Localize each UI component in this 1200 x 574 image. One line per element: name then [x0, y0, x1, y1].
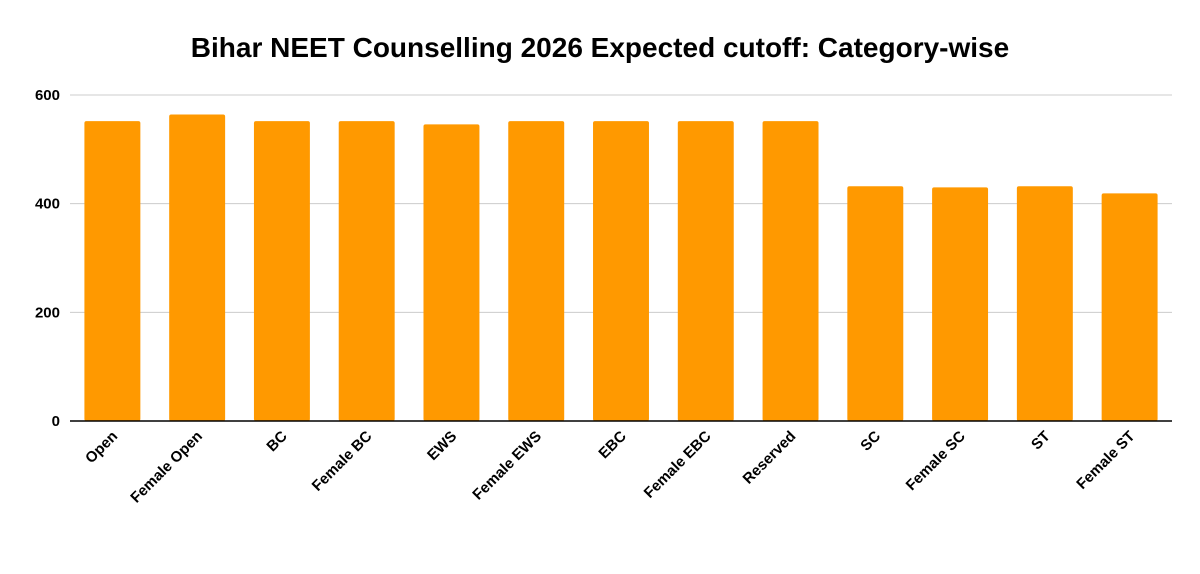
bar-11: [1016, 186, 1073, 421]
x-tick-label-3: Female BC: [309, 428, 376, 495]
y-axis-ticks: 0 200 400 600: [35, 87, 60, 430]
x-tick-label-10: Female SC: [903, 428, 969, 494]
y-tick-label-0: 0: [52, 413, 60, 430]
x-tick-label-11: ST: [1028, 428, 1054, 454]
x-tick-label-1: Female Open: [127, 428, 206, 507]
chart-title: Bihar NEET Counselling 2026 Expected cut…: [191, 32, 1009, 63]
x-tick-label-2: BC: [263, 428, 290, 455]
bars: [84, 114, 1158, 421]
x-tick-label-5: Female EWS: [469, 428, 545, 504]
bar-0: [84, 121, 141, 421]
bar-9: [847, 186, 904, 421]
bar-8: [762, 121, 819, 421]
x-tick-label-12: Female ST: [1073, 428, 1138, 493]
y-tick-label-3: 600: [35, 87, 60, 104]
x-tick-label-4: EWS: [424, 428, 460, 464]
bar-7: [677, 121, 734, 421]
x-tick-label-6: EBC: [595, 428, 630, 463]
bar-1: [169, 114, 226, 421]
bar-2: [253, 121, 310, 421]
x-tick-label-7: Female EBC: [641, 428, 715, 502]
x-tick-label-9: SC: [857, 428, 884, 455]
y-tick-label-2: 400: [35, 196, 60, 213]
bar-6: [593, 121, 649, 421]
bar-3: [338, 121, 395, 421]
bar-12: [1101, 193, 1158, 421]
x-tick-label-0: Open: [82, 428, 121, 467]
y-tick-label-1: 200: [35, 304, 60, 321]
bar-10: [932, 187, 989, 421]
x-tick-label-8: Reserved: [740, 428, 800, 488]
x-axis-ticks: Open Female Open BC Female BC EWS Female EWS E…: [82, 428, 1138, 507]
bar-4: [423, 124, 480, 421]
bar-5: [508, 121, 565, 421]
